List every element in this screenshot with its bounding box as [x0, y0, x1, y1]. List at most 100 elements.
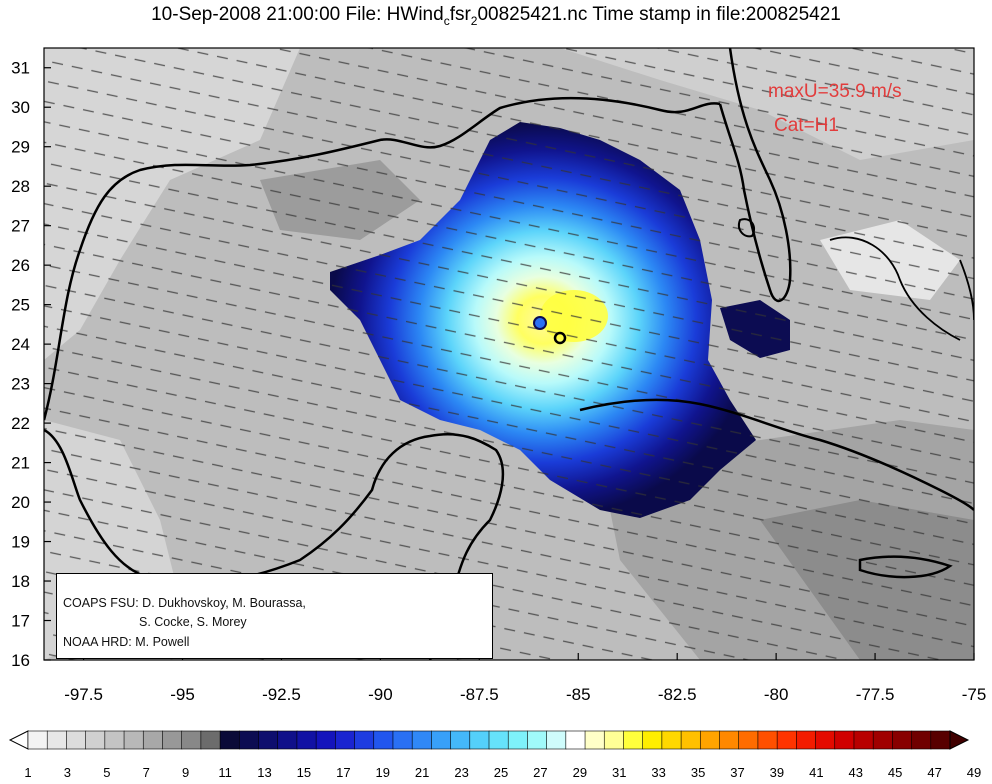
colorbar-segment	[776, 730, 797, 750]
x-tick-label: -90	[368, 685, 393, 704]
colorbar-segment	[277, 730, 298, 750]
colorbar-segment	[27, 730, 48, 750]
x-axis: -97.5 -95 -92.5 -90 -87.5 -85 -82.5 -80 -77.5 -75	[64, 653, 986, 704]
colorbar-segment	[162, 730, 183, 750]
colorbar-label: 35	[691, 765, 705, 780]
y-tick-label: 22	[11, 414, 30, 433]
title-sub1: c	[443, 13, 450, 28]
x-tick-label: -87.5	[460, 685, 499, 704]
colorbar-label: 25	[494, 765, 508, 780]
title-file-suffix: 00825421.nc	[477, 4, 588, 25]
x-tick-label: -95	[170, 685, 195, 704]
colorbar-segment	[315, 730, 336, 750]
coastline-mexico	[44, 428, 505, 660]
y-tick-label: 16	[11, 651, 30, 670]
colorbar-segment	[66, 730, 87, 750]
colorbar-segment	[450, 730, 471, 750]
colorbar-segment	[142, 730, 164, 750]
colorbar-segment	[219, 730, 240, 750]
category-label: Cat=H1	[774, 115, 839, 136]
max-wind-label: maxU=35.9 m/s	[768, 81, 902, 102]
credit-box: COAPS FSU: D. Dukhovskoy, M. Bourassa, S…	[56, 573, 493, 659]
colorbar-segment	[469, 730, 490, 750]
y-tick-label: 24	[11, 335, 30, 354]
x-tick-label: -82.5	[658, 685, 697, 704]
coastline-cuba	[579, 398, 974, 511]
plot-frame	[43, 47, 975, 661]
colorbar-segment	[699, 730, 721, 750]
colorbar-segment	[488, 730, 509, 750]
colorbar-segment	[181, 730, 202, 750]
colorbar-label: 29	[573, 765, 587, 780]
colorbar-label: 19	[376, 765, 390, 780]
wind-vectors	[44, 48, 974, 660]
colorbar-label: 49	[967, 765, 981, 780]
colorbar: 1 3 5 7 9 11 13 15 17 19 21 23 25 27 29 31 33 35 37 39 41 43 4…	[8, 730, 981, 780]
y-tick-label: 25	[11, 296, 30, 315]
colorbar-segment	[431, 730, 452, 750]
colorbar-label: 23	[454, 765, 468, 780]
credit-line-2: S. Cocke, S. Morey	[139, 615, 247, 629]
colorbar-segment	[46, 730, 68, 750]
colorbar-segment	[104, 730, 125, 750]
x-tick-label: -75	[962, 685, 987, 704]
title-file-prefix: File: HWind	[345, 4, 444, 25]
colorbar-segment	[719, 730, 740, 750]
colorbar-segment	[527, 730, 548, 750]
title-mid: fsr	[449, 4, 471, 25]
y-tick-label: 23	[11, 375, 30, 394]
y-tick-label: 29	[11, 138, 30, 157]
colorbar-segment	[892, 730, 913, 750]
title-sub2: 2	[470, 13, 478, 28]
coastline-lake	[738, 218, 756, 238]
colorbar-label: 7	[143, 765, 150, 780]
colorbar-label: 5	[103, 765, 110, 780]
colorbar-label: 3	[64, 765, 71, 780]
x-tick-label: -97.5	[64, 685, 103, 704]
colorbar-high-arrow	[949, 730, 970, 750]
colorbar-segment	[85, 730, 106, 750]
colorbar-label: 17	[336, 765, 350, 780]
colorbar-segment	[603, 730, 625, 750]
colorbar-segment	[296, 730, 317, 750]
colorbar-label: 43	[849, 765, 863, 780]
storm-center-marker	[553, 331, 567, 345]
colorbar-segment	[200, 730, 221, 750]
y-tick-label: 27	[11, 217, 30, 236]
y-tick-label: 20	[11, 493, 30, 512]
colorbar-label: 47	[927, 765, 941, 780]
colorbar-label: 11	[218, 765, 232, 780]
y-tick-label: 21	[11, 454, 30, 473]
colorbar-segment	[411, 730, 432, 750]
colorbar-segment	[738, 730, 759, 750]
y-tick-label: 17	[11, 612, 30, 631]
y-tick-label: 31	[11, 59, 30, 78]
colorbar-segment	[796, 730, 817, 750]
colorbar-segment	[815, 730, 836, 750]
y-tick-label: 30	[11, 98, 30, 117]
x-tick-label: -77.5	[856, 685, 895, 704]
colorbar-segment	[834, 730, 855, 750]
colorbar-label: 33	[651, 765, 665, 780]
colorbar-segment	[853, 730, 874, 750]
x-tick-label: -80	[764, 685, 789, 704]
colorbar-label: 27	[533, 765, 547, 780]
coastline-jamaica	[858, 555, 953, 579]
colorbar-segment	[911, 730, 932, 750]
colorbar-segment	[623, 730, 644, 750]
colorbar-label: 21	[415, 765, 429, 780]
colorbar-segment	[335, 730, 356, 750]
colorbar-label: 31	[612, 765, 626, 780]
title-stamp: Time stamp in file:200825421	[592, 4, 841, 25]
colorbar-segment	[373, 730, 394, 750]
x-tick-label: -92.5	[262, 685, 301, 704]
colorbar-segment	[930, 730, 951, 750]
colorbar-label: 39	[770, 765, 784, 780]
plot-area	[44, 48, 974, 660]
credit-line-1: COAPS FSU: D. Dukhovskoy, M. Bourassa,	[63, 596, 306, 610]
colorbar-label: 37	[730, 765, 744, 780]
colorbar-segment	[507, 730, 529, 750]
colorbar-segment	[584, 730, 605, 750]
credit-line-3: NOAA HRD: M. Powell	[63, 635, 190, 649]
